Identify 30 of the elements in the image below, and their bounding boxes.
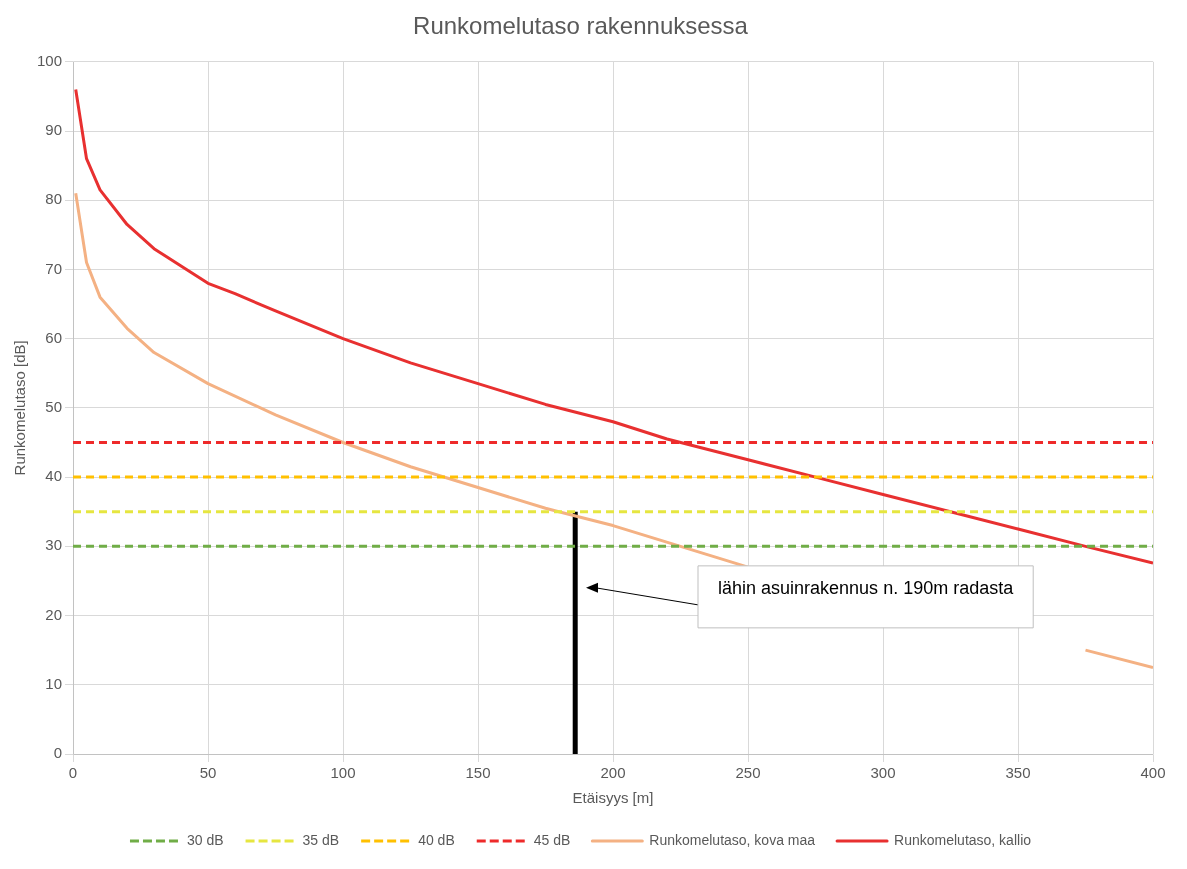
- annotation: lähin asuinrakennus n. 190m radasta: [718, 577, 1015, 598]
- y-tick-label: 50: [45, 398, 63, 416]
- y-tick-label: 40: [45, 467, 63, 485]
- y-tick-label: 20: [45, 605, 63, 623]
- x-axis-title: Etäisyys [m]: [572, 789, 654, 807]
- x-tick-label: 350: [1005, 764, 1031, 782]
- x-tick-label: 0: [68, 764, 78, 782]
- legend-label: 40 dB: [418, 831, 455, 848]
- x-tick-label: 400: [1140, 764, 1166, 782]
- y-tick-label: 60: [45, 328, 63, 346]
- y-tick-label: 10: [45, 674, 63, 692]
- y-tick-label: 70: [45, 259, 63, 277]
- legend-label: 35 dB: [302, 831, 340, 848]
- legend-label: Runkomelutaso, kallio: [894, 831, 1032, 848]
- legend-label: Runkomelutaso, kova maa: [649, 831, 816, 848]
- x-tick-label: 300: [870, 764, 896, 782]
- legend-label: 45 dB: [533, 831, 571, 848]
- y-tick-label: 30: [45, 536, 63, 554]
- x-tick-label: 50: [199, 764, 217, 782]
- x-tick-label: 250: [735, 764, 761, 782]
- y-tick-label: 0: [53, 744, 63, 762]
- y-tick-label: 90: [45, 121, 63, 139]
- chart-title: Runkomelutaso rakennuksessa: [413, 12, 749, 40]
- x-tick-label: 150: [465, 764, 491, 782]
- y-tick-label: 80: [45, 190, 63, 208]
- y-axis-title: Runkomelutaso [dB]: [11, 340, 29, 476]
- y-tick-label: 100: [37, 51, 63, 69]
- x-tick-label: 200: [600, 764, 626, 782]
- x-tick-label: 100: [330, 764, 356, 782]
- legend-label: 30 dB: [186, 831, 224, 848]
